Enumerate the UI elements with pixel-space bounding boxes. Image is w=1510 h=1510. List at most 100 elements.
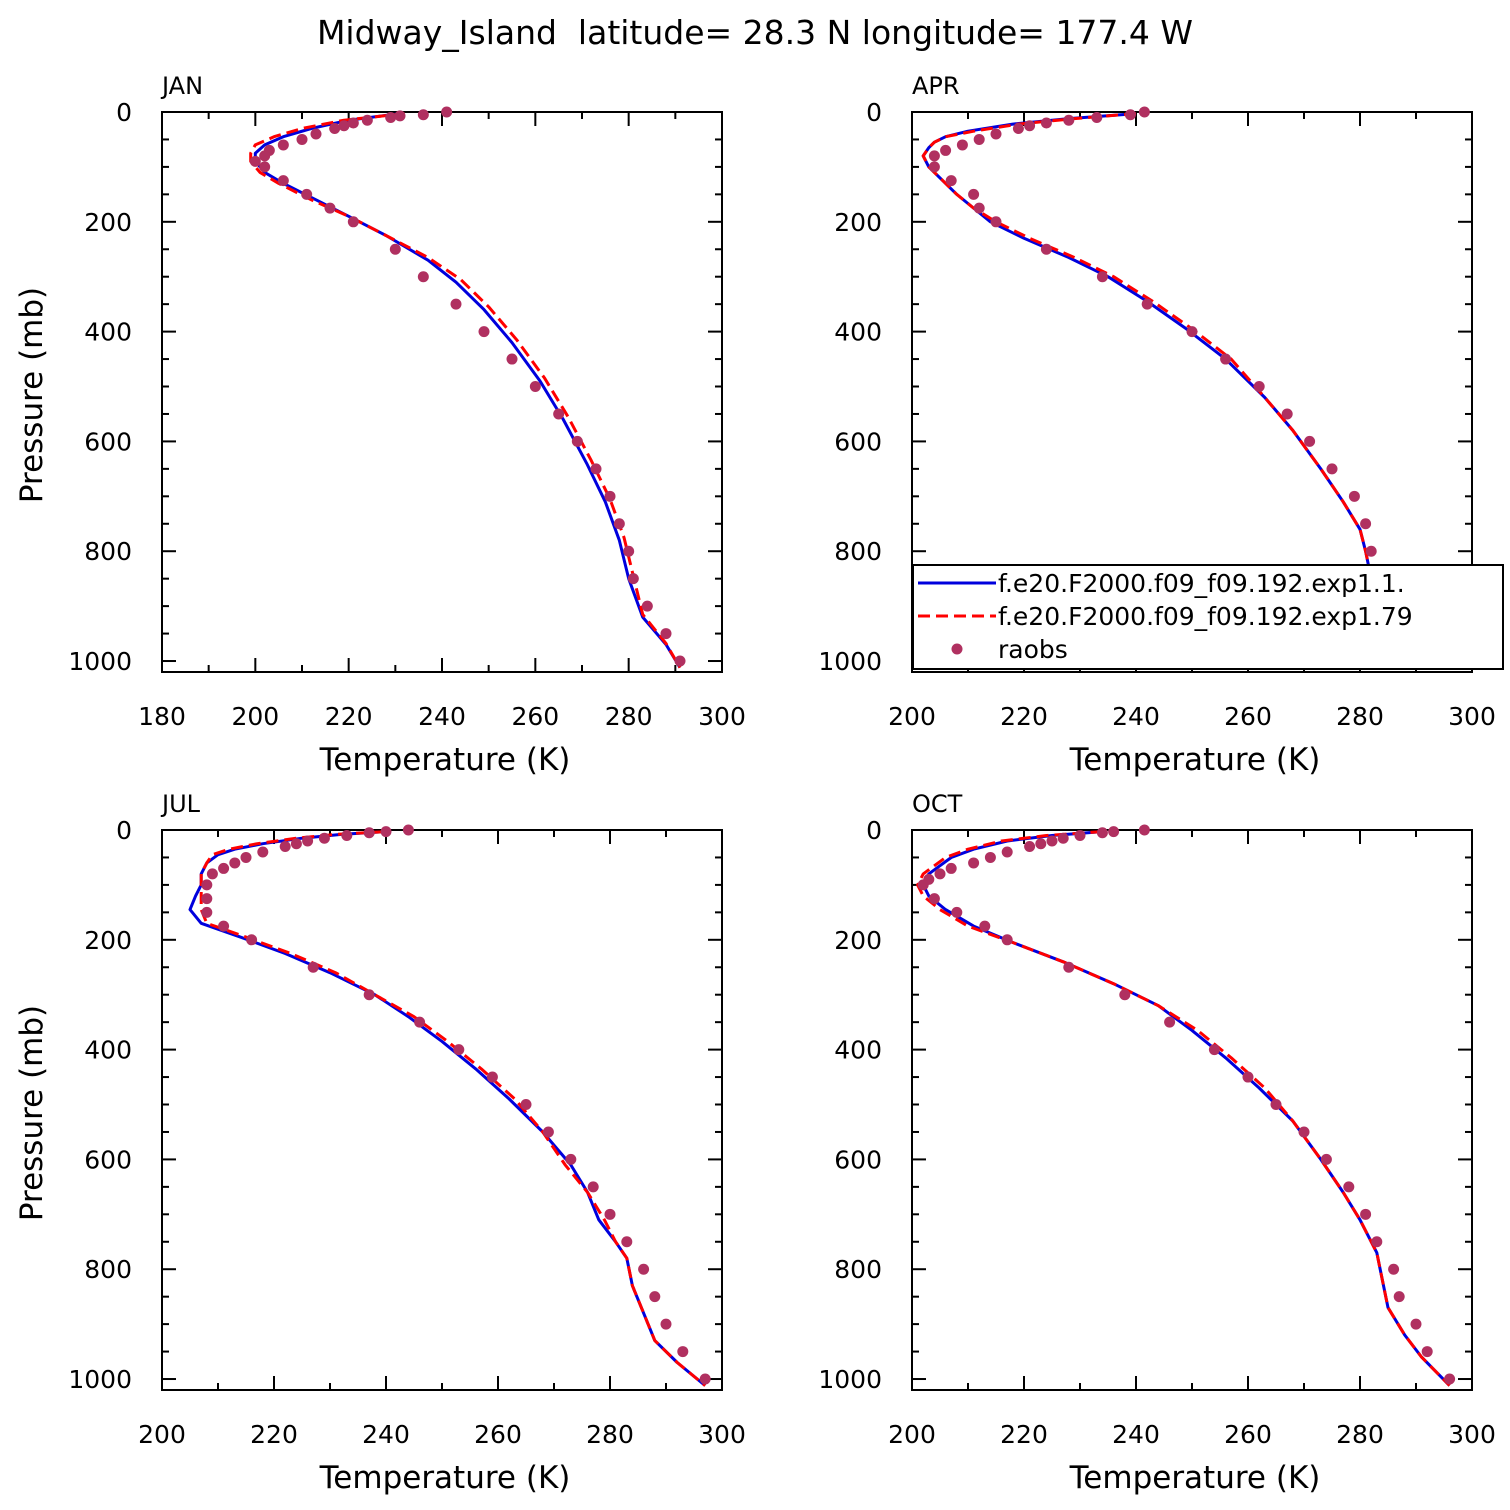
y-tick-label: 200 xyxy=(834,208,882,237)
y-tick-label: 0 xyxy=(116,98,132,127)
raobs-point xyxy=(201,906,213,918)
raobs-point xyxy=(389,243,401,255)
series-line-solid xyxy=(253,112,682,669)
x-tick-label: 260 xyxy=(1224,1420,1272,1449)
x-axis-label: Temperature (K) xyxy=(319,1460,571,1496)
x-tick-label: 220 xyxy=(325,702,373,731)
raobs-point xyxy=(277,139,289,151)
raobs-point xyxy=(979,920,991,932)
raobs-point xyxy=(1220,353,1232,365)
y-tick-label: 800 xyxy=(84,537,132,566)
y-tick-label: 800 xyxy=(834,537,882,566)
raobs-point xyxy=(934,868,946,880)
raobs-point xyxy=(928,893,940,905)
raobs-point xyxy=(529,381,541,393)
x-tick-label: 260 xyxy=(511,702,559,731)
raobs-point xyxy=(945,175,957,187)
raobs-point xyxy=(296,133,308,145)
series-line-dashed xyxy=(916,830,1451,1387)
raobs-point xyxy=(1421,1346,1433,1358)
x-tick-label: 220 xyxy=(1000,1420,1048,1449)
x-tick-label: 240 xyxy=(418,702,466,731)
raobs-point xyxy=(945,862,957,874)
legend-entry-label: f.e20.F2000.f09_f09.192.exp1.1. xyxy=(998,569,1405,598)
series-group xyxy=(249,106,686,669)
raobs-point xyxy=(1063,114,1075,126)
x-tick-label: 300 xyxy=(1448,1420,1496,1449)
y-tick-label: 600 xyxy=(84,1145,132,1174)
y-tick-label: 1000 xyxy=(818,647,882,676)
raobs-point xyxy=(229,857,241,869)
raobs-point xyxy=(973,133,985,145)
y-tick-label: 0 xyxy=(116,816,132,845)
x-tick-label: 300 xyxy=(698,1420,746,1449)
raobs-point xyxy=(240,851,252,863)
raobs-point xyxy=(565,1153,577,1165)
raobs-point xyxy=(553,408,565,420)
x-tick-label: 280 xyxy=(605,702,653,731)
panel-jan: JAN 180 200 220 240 260 280 300 0 200 400 600 800 100… xyxy=(14,72,746,778)
x-tick-label: 300 xyxy=(698,702,746,731)
raobs-point xyxy=(984,851,996,863)
raobs-point xyxy=(301,188,313,200)
x-tick-label: 260 xyxy=(474,1420,522,1449)
raobs-point xyxy=(1057,832,1069,844)
raobs-point xyxy=(968,188,980,200)
raobs-point xyxy=(259,161,271,173)
x-tick-label: 200 xyxy=(138,1420,186,1449)
x-tick-label: 220 xyxy=(250,1420,298,1449)
raobs-point xyxy=(380,826,392,838)
legend-marker xyxy=(951,643,963,655)
raobs-point xyxy=(928,150,940,162)
y-tick-label: 600 xyxy=(834,427,882,456)
x-tick-label: 180 xyxy=(138,702,186,731)
y-tick-label: 400 xyxy=(84,1036,132,1065)
raobs-point xyxy=(1410,1318,1422,1330)
raobs-point xyxy=(1024,840,1036,852)
raobs-point xyxy=(660,628,672,640)
series-group xyxy=(916,824,1456,1387)
raobs-point xyxy=(1326,463,1338,475)
raobs-point xyxy=(677,1346,689,1358)
raobs-point xyxy=(1035,838,1047,850)
x-axis-label: Temperature (K) xyxy=(1069,1460,1321,1496)
raobs-point xyxy=(277,175,289,187)
y-tick-label: 1000 xyxy=(68,1365,132,1394)
x-tick-label: 240 xyxy=(362,1420,410,1449)
raobs-point xyxy=(520,1099,532,1111)
raobs-point xyxy=(1074,829,1086,841)
raobs-point xyxy=(486,1071,498,1083)
raobs-point xyxy=(249,155,261,167)
raobs-point xyxy=(347,117,359,129)
x-tick-label: 280 xyxy=(1336,1420,1384,1449)
y-tick-label: 800 xyxy=(84,1255,132,1284)
raobs-point xyxy=(279,840,291,852)
panel-apr: APR 200 220 240 260 280 300 0 200 400 600 800 1000 Te… xyxy=(818,72,1495,778)
series-line-solid xyxy=(188,830,707,1387)
raobs-point xyxy=(928,161,940,173)
y-tick-label: 200 xyxy=(84,208,132,237)
raobs-point xyxy=(246,934,258,946)
x-tick-label: 260 xyxy=(1224,702,1272,731)
series-line-dashed xyxy=(249,112,682,669)
raobs-point xyxy=(613,518,625,530)
x-tick-label: 240 xyxy=(1112,1420,1160,1449)
raobs-point xyxy=(318,832,330,844)
raobs-point xyxy=(1001,934,1013,946)
legend: f.e20.F2000.f09_f09.192.exp1.1. f.e20.F20… xyxy=(912,564,1504,670)
raobs-point xyxy=(1001,846,1013,858)
raobs-point xyxy=(649,1291,661,1303)
x-axis-label: Temperature (K) xyxy=(319,742,571,778)
raobs-point xyxy=(1281,408,1293,420)
raobs-point xyxy=(1270,1099,1282,1111)
raobs-point xyxy=(621,1236,633,1248)
y-tick-label: 200 xyxy=(84,926,132,955)
raobs-point xyxy=(638,1263,650,1275)
raobs-point xyxy=(361,114,373,126)
raobs-point xyxy=(307,961,319,973)
raobs-point xyxy=(1096,271,1108,283)
y-tick-label: 400 xyxy=(834,318,882,347)
raobs-point xyxy=(590,463,602,475)
y-tick-label: 1000 xyxy=(818,1365,882,1394)
raobs-point xyxy=(302,835,314,847)
